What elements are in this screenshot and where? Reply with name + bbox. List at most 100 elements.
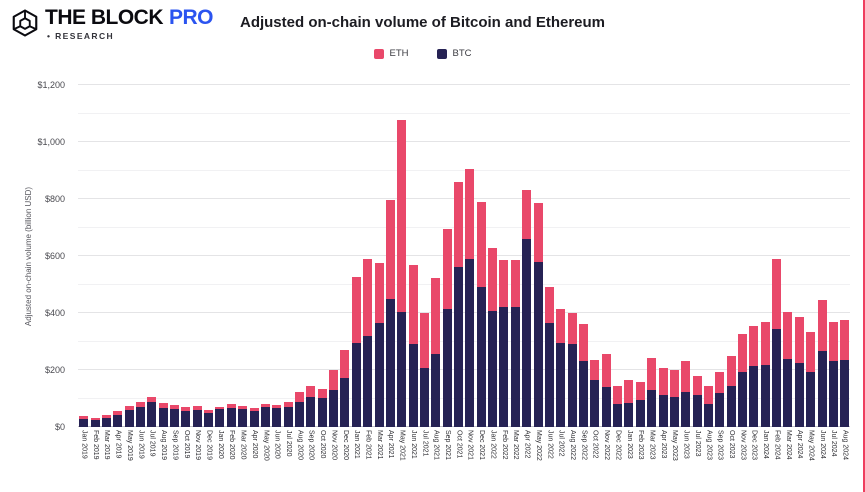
- bar-nov-2023[interactable]: [737, 85, 748, 427]
- legend-item-btc[interactable]: BTC: [436, 48, 472, 59]
- btc-segment: [272, 408, 282, 427]
- bar-feb-2021[interactable]: [362, 85, 373, 427]
- bar-oct-2023[interactable]: [725, 85, 736, 427]
- bar-dec-2019[interactable]: [203, 85, 214, 427]
- bar-may-2021[interactable]: [396, 85, 407, 427]
- eth-segment: [613, 385, 623, 405]
- bar-aug-2023[interactable]: [703, 85, 714, 427]
- bar-apr-2020[interactable]: [248, 85, 259, 427]
- bar-nov-2019[interactable]: [192, 85, 203, 427]
- bar-jan-2022[interactable]: [487, 85, 498, 427]
- bar-sep-2021[interactable]: [442, 85, 453, 427]
- eth-segment: [113, 410, 123, 415]
- bar-oct-2019[interactable]: [180, 85, 191, 427]
- btc-segment: [488, 311, 498, 427]
- btc-segment: [215, 409, 225, 427]
- bar-may-2022[interactable]: [532, 85, 543, 427]
- the-block-cube-icon: [12, 9, 38, 37]
- bar-jul-2020[interactable]: [282, 85, 293, 427]
- bar-jan-2024[interactable]: [760, 85, 771, 427]
- bar-feb-2023[interactable]: [635, 85, 646, 427]
- bar-feb-2020[interactable]: [226, 85, 237, 427]
- eth-segment: [79, 416, 89, 420]
- bar-sep-2019[interactable]: [169, 85, 180, 427]
- bar-aug-2019[interactable]: [158, 85, 169, 427]
- bar-sep-2022[interactable]: [578, 85, 589, 427]
- bar-jan-2019[interactable]: [78, 85, 89, 427]
- eth-segment: [499, 260, 509, 307]
- bar-apr-2023[interactable]: [657, 85, 668, 427]
- btc-segment: [578, 360, 588, 427]
- bar-nov-2020[interactable]: [328, 85, 339, 427]
- bar-may-2019[interactable]: [123, 85, 134, 427]
- bar-nov-2022[interactable]: [601, 85, 612, 427]
- eth-segment: [329, 370, 339, 390]
- btc-segment: [465, 258, 475, 427]
- bar-jun-2020[interactable]: [271, 85, 282, 427]
- bar-jul-2021[interactable]: [419, 85, 430, 427]
- bar-apr-2024[interactable]: [794, 85, 805, 427]
- bar-aug-2021[interactable]: [430, 85, 441, 427]
- eth-segment: [351, 276, 361, 344]
- bar-may-2024[interactable]: [805, 85, 816, 427]
- y-tick-0: $0: [54, 422, 65, 432]
- bar-dec-2021[interactable]: [476, 85, 487, 427]
- bar-dec-2022[interactable]: [612, 85, 623, 427]
- bar-nov-2021[interactable]: [464, 85, 475, 427]
- bar-feb-2019[interactable]: [89, 85, 100, 427]
- bar-dec-2020[interactable]: [339, 85, 350, 427]
- gridline-900: [78, 169, 850, 171]
- eth-segment: [817, 300, 827, 352]
- eth-segment: [828, 321, 838, 362]
- btc-segment: [760, 364, 770, 427]
- bar-jul-2019[interactable]: [146, 85, 157, 427]
- bar-mar-2023[interactable]: [646, 85, 657, 427]
- eth-segment: [295, 392, 304, 403]
- bar-apr-2022[interactable]: [521, 85, 532, 427]
- x-tick-sep-2021: Sep 2021: [444, 430, 452, 460]
- x-tick-mar-2020: Mar 2020: [239, 430, 247, 460]
- bar-apr-2019[interactable]: [112, 85, 123, 427]
- bar-feb-2024[interactable]: [771, 85, 782, 427]
- btc-segment: [567, 344, 577, 427]
- bar-oct-2021[interactable]: [453, 85, 464, 427]
- bar-may-2023[interactable]: [669, 85, 680, 427]
- x-tick-dec-2020: Dec 2020: [341, 430, 349, 460]
- x-tick-jul-2019: Jul 2019: [148, 430, 156, 457]
- bar-jul-2022[interactable]: [555, 85, 566, 427]
- eth-segment: [465, 169, 475, 259]
- bar-jun-2023[interactable]: [680, 85, 691, 427]
- bar-jul-2023[interactable]: [691, 85, 702, 427]
- bar-jun-2022[interactable]: [544, 85, 555, 427]
- bar-feb-2022[interactable]: [498, 85, 509, 427]
- eth-segment: [385, 200, 395, 300]
- bar-oct-2020[interactable]: [317, 85, 328, 427]
- bar-mar-2019[interactable]: [101, 85, 112, 427]
- bar-jul-2024[interactable]: [828, 85, 839, 427]
- bar-jan-2021[interactable]: [351, 85, 362, 427]
- bar-jun-2021[interactable]: [407, 85, 418, 427]
- bar-mar-2020[interactable]: [237, 85, 248, 427]
- bar-sep-2023[interactable]: [714, 85, 725, 427]
- bar-mar-2021[interactable]: [373, 85, 384, 427]
- bar-jan-2023[interactable]: [623, 85, 634, 427]
- bar-sep-2020[interactable]: [305, 85, 316, 427]
- bar-mar-2022[interactable]: [510, 85, 521, 427]
- bar-aug-2024[interactable]: [839, 85, 850, 427]
- bar-jun-2019[interactable]: [135, 85, 146, 427]
- bar-mar-2024[interactable]: [782, 85, 793, 427]
- bar-aug-2020[interactable]: [294, 85, 305, 427]
- x-tick-apr-2024: Apr 2024: [796, 430, 804, 459]
- bar-dec-2023[interactable]: [748, 85, 759, 427]
- bar-aug-2022[interactable]: [566, 85, 577, 427]
- btc-segment: [238, 409, 248, 427]
- bar-jun-2024[interactable]: [816, 85, 827, 427]
- eth-segment: [476, 202, 486, 287]
- bar-may-2020[interactable]: [260, 85, 271, 427]
- bar-jan-2020[interactable]: [214, 85, 225, 427]
- bar-oct-2022[interactable]: [589, 85, 600, 427]
- bar-apr-2021[interactable]: [385, 85, 396, 427]
- btc-segment: [181, 411, 191, 427]
- btc-segment: [454, 267, 464, 427]
- legend-item-eth[interactable]: ETH: [373, 48, 409, 59]
